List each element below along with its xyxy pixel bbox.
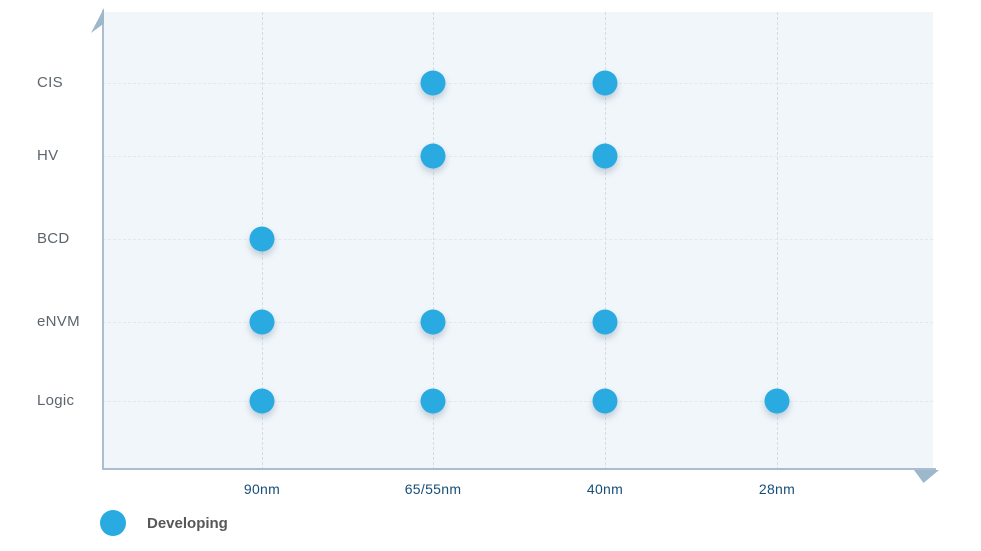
grid-line-vertical — [605, 12, 606, 470]
data-point[interactable] — [420, 309, 446, 335]
legend-label: Developing — [147, 514, 228, 532]
data-point[interactable] — [420, 143, 446, 169]
x-axis-tick-label: 90nm — [243, 481, 281, 497]
data-point[interactable] — [592, 70, 618, 96]
grid-line-horizontal — [103, 156, 933, 157]
legend-item-developing[interactable]: Developing — [100, 510, 228, 536]
x-axis-tick-label: 65/55nm — [404, 481, 462, 497]
x-axis-line — [102, 468, 936, 470]
data-point[interactable] — [592, 309, 618, 335]
y-axis-line — [102, 10, 104, 470]
x-axis-tick-label: 40nm — [586, 481, 624, 497]
plot-area — [103, 12, 933, 470]
grid-line-horizontal — [103, 83, 933, 84]
data-point[interactable] — [249, 309, 275, 335]
grid-line-vertical — [777, 12, 778, 470]
data-point[interactable] — [249, 388, 275, 414]
y-axis-tick-label: CIS — [37, 74, 63, 91]
y-axis-tick-label: BCD — [37, 230, 70, 247]
grid-line-horizontal — [103, 239, 933, 240]
grid-line-vertical — [433, 12, 434, 470]
data-point[interactable] — [420, 388, 446, 414]
x-axis-tick-label: 28nm — [758, 481, 796, 497]
data-point[interactable] — [592, 388, 618, 414]
x-axis-arrow-icon — [914, 470, 939, 483]
y-axis-tick-label: eNVM — [37, 313, 80, 330]
grid-line-horizontal — [103, 401, 933, 402]
data-point[interactable] — [592, 143, 618, 169]
y-axis-tick-label: HV — [37, 147, 59, 164]
y-axis-tick-label: Logic — [37, 392, 75, 409]
data-point[interactable] — [764, 388, 790, 414]
data-point[interactable] — [249, 226, 275, 252]
grid-line-horizontal — [103, 322, 933, 323]
data-point[interactable] — [420, 70, 446, 96]
legend-swatch-icon — [100, 510, 126, 536]
